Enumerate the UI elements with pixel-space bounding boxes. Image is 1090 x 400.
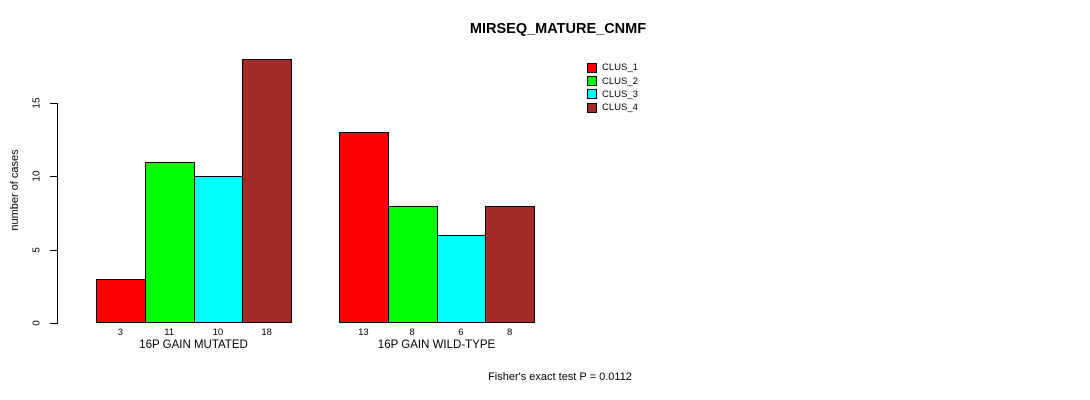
y-tick-label: 5	[31, 246, 43, 253]
bar-value-label: 18	[261, 327, 272, 338]
legend-label: CLUS_3	[602, 88, 638, 100]
y-axis-label: number of cases	[9, 149, 21, 231]
annotation-text: Fisher's exact test P = 0.0112	[488, 371, 632, 383]
y-tick-mark	[50, 103, 57, 104]
bar-value-label: 13	[358, 327, 369, 338]
bar-clus_3-group1	[193, 176, 244, 323]
x-category-label: 16P GAIN MUTATED	[139, 339, 248, 351]
bar-clus_3-group2	[436, 235, 487, 323]
bar-clus_1-group1	[96, 279, 146, 323]
legend-swatch-icon	[587, 62, 597, 73]
bar-clus_2-group1	[144, 161, 195, 323]
bar-clus_1-group2	[339, 132, 389, 323]
legend-label: CLUS_1	[602, 62, 638, 74]
bar-clus_2-group2	[387, 205, 438, 323]
y-axis-line	[57, 103, 58, 324]
legend-label: CLUS_2	[602, 75, 638, 87]
legend-swatch-icon	[587, 102, 597, 113]
legend: CLUS_1 CLUS_2 CLUS_3 CLUS_4	[587, 61, 638, 115]
legend-row-clus_3: CLUS_3	[587, 88, 638, 101]
y-tick-label: 0	[31, 320, 43, 326]
bar-value-label: 8	[409, 327, 415, 338]
legend-label: CLUS_4	[602, 102, 638, 114]
bar-value-label: 8	[506, 327, 513, 338]
bar-clus_4-group1	[242, 59, 292, 323]
legend-row-clus_4: CLUS_4	[587, 101, 638, 114]
bar-clus_4-group2	[485, 205, 535, 323]
y-tick-mark	[50, 323, 57, 324]
legend-swatch-icon	[587, 76, 597, 87]
bar-value-label: 11	[164, 327, 175, 338]
y-tick-label: 10	[31, 170, 43, 182]
bar-value-label: 6	[458, 327, 464, 338]
legend-row-clus_2: CLUS_2	[587, 74, 638, 87]
x-category-label: 16P GAIN WILD-TYPE	[377, 339, 496, 351]
chart-title: MIRSEQ_MATURE_CNMF	[469, 21, 647, 37]
legend-row-clus_1: CLUS_1	[587, 61, 638, 74]
legend-swatch-icon	[587, 89, 597, 100]
bar-value-label: 10	[212, 327, 224, 338]
y-tick-label: 15	[31, 97, 43, 109]
bar-value-label: 3	[117, 327, 124, 338]
y-tick-mark	[50, 249, 57, 251]
y-tick-mark	[50, 176, 57, 178]
